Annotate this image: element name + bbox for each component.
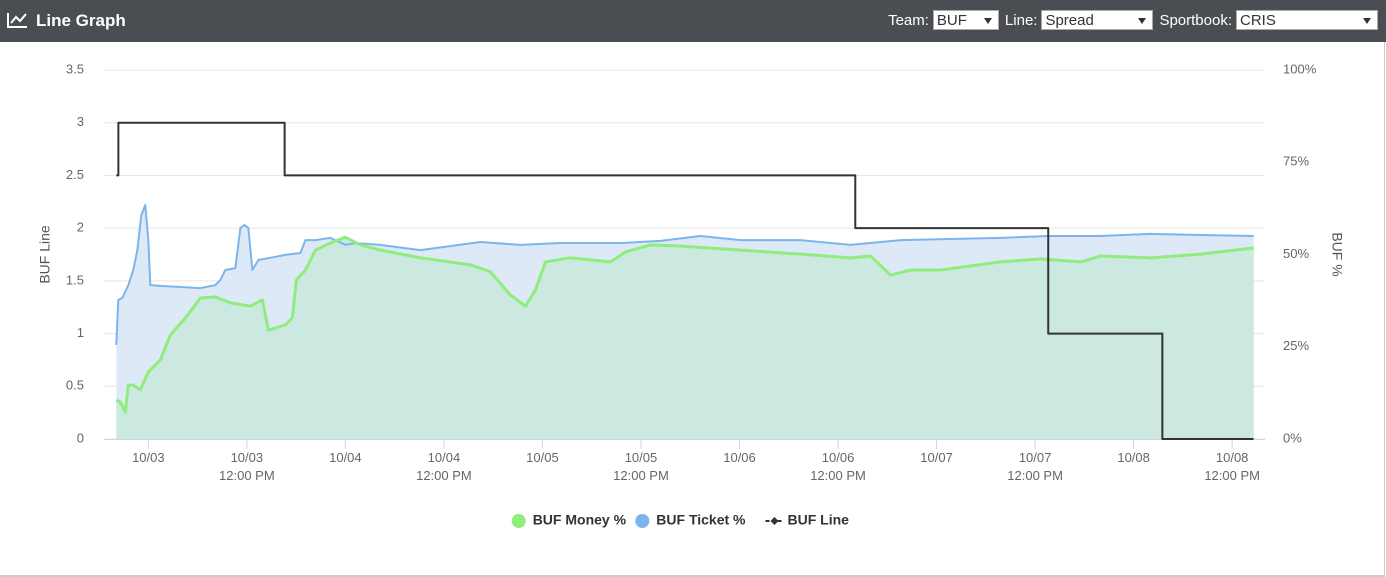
controls: Team: BUF Line: Spread Sportbook: CRIS bbox=[882, 10, 1378, 30]
y-tick-label: 1 bbox=[77, 325, 84, 340]
legend-marker bbox=[635, 514, 650, 528]
x-tick-label-line: 10/04 bbox=[329, 450, 362, 465]
x-tick-label: 10/07 bbox=[920, 450, 953, 465]
x-tick-label-line: 12:00 PM bbox=[219, 468, 275, 483]
x-tick-label-line: 12:00 PM bbox=[1007, 468, 1063, 483]
header: Line Graph Team: BUF Line: Spread Sportb… bbox=[0, 0, 1386, 42]
legend-label: BUF Money % bbox=[533, 512, 627, 528]
legend-label: BUF Ticket % bbox=[656, 512, 746, 528]
x-tick-label-line: 12:00 PM bbox=[1204, 468, 1260, 483]
x-tick-label-line: 10/05 bbox=[625, 450, 658, 465]
x-tick-label-line: 10/08 bbox=[1216, 450, 1249, 465]
x-tick-label: 10/03 bbox=[132, 450, 165, 465]
team-select[interactable]: BUF bbox=[932, 10, 999, 30]
x-tick-label: 10/04 bbox=[329, 450, 362, 465]
y2-tick-label: 75% bbox=[1283, 154, 1309, 169]
x-tick-label: 10/03 12:00 PM bbox=[219, 450, 275, 483]
series-line bbox=[115, 204, 1254, 345]
y-tick-label: 0.5 bbox=[66, 378, 84, 393]
legend-marker bbox=[770, 517, 779, 525]
x-tick-label-line: 12:00 PM bbox=[416, 468, 472, 483]
x-tick-label-line: 10/07 bbox=[1019, 450, 1052, 465]
y-tick-label: 1.5 bbox=[66, 272, 84, 287]
x-tick-label-line: 12:00 PM bbox=[810, 468, 866, 483]
x-tick-label-line: 10/07 bbox=[920, 450, 953, 465]
x-tick-label: 10/06 bbox=[723, 450, 756, 465]
control-label: Team: bbox=[888, 11, 929, 29]
y2-tick-label: 25% bbox=[1283, 338, 1309, 353]
area bbox=[116, 237, 1254, 439]
x-tick-label: 10/08 bbox=[1117, 450, 1150, 465]
y-tick-label: 0 bbox=[77, 430, 84, 445]
header-title: Line Graph bbox=[36, 11, 126, 30]
legend-marker bbox=[511, 514, 526, 528]
x-tick-label-line: 10/06 bbox=[822, 450, 855, 465]
x-tick-label-line: 10/08 bbox=[1117, 450, 1150, 465]
x-tick-label-line: 10/04 bbox=[428, 450, 461, 465]
chart-frame bbox=[0, 42, 1385, 577]
x-tick-label-line: 10/05 bbox=[526, 450, 559, 465]
y2-axis-title: BUF % bbox=[1329, 232, 1345, 276]
control-label: Sportbook: bbox=[1159, 11, 1232, 29]
x-tick-label: 10/07 12:00 PM bbox=[1007, 450, 1063, 483]
x-tick-label-line: 10/03 bbox=[132, 450, 165, 465]
x-tick-label-line: 12:00 PM bbox=[613, 468, 669, 483]
y-tick-label: 3.5 bbox=[66, 61, 84, 76]
y-tick-label: 2.5 bbox=[66, 167, 84, 182]
legend-label: BUF Line bbox=[788, 512, 850, 528]
control-label: Line: bbox=[1004, 11, 1038, 29]
x-tick-label: 10/05 12:00 PM bbox=[613, 450, 669, 483]
series-line bbox=[115, 235, 1254, 414]
x-tick-label: 10/04 12:00 PM bbox=[416, 450, 472, 483]
y2-tick-label: 50% bbox=[1283, 246, 1309, 261]
y-tick-label: 3 bbox=[77, 114, 84, 129]
series-line bbox=[116, 121, 1254, 440]
chart-icon bbox=[7, 13, 27, 28]
sportsbook-select[interactable]: CRIS bbox=[1236, 10, 1378, 30]
y2-tick-label: 0% bbox=[1283, 430, 1302, 445]
x-tick-label-line: 10/06 bbox=[723, 450, 756, 465]
x-tick-label: 10/05 bbox=[526, 450, 559, 465]
y-tick-label: 2 bbox=[77, 220, 84, 235]
y-axis-title: BUF Line bbox=[37, 225, 53, 284]
line-select[interactable]: Spread bbox=[1041, 10, 1154, 30]
x-tick-label: 10/06 12:00 PM bbox=[810, 450, 866, 483]
x-tick-label-line: 10/03 bbox=[231, 450, 264, 465]
x-tick-label: 10/08 12:00 PM bbox=[1204, 450, 1260, 483]
y2-tick-label: 100% bbox=[1283, 61, 1317, 76]
